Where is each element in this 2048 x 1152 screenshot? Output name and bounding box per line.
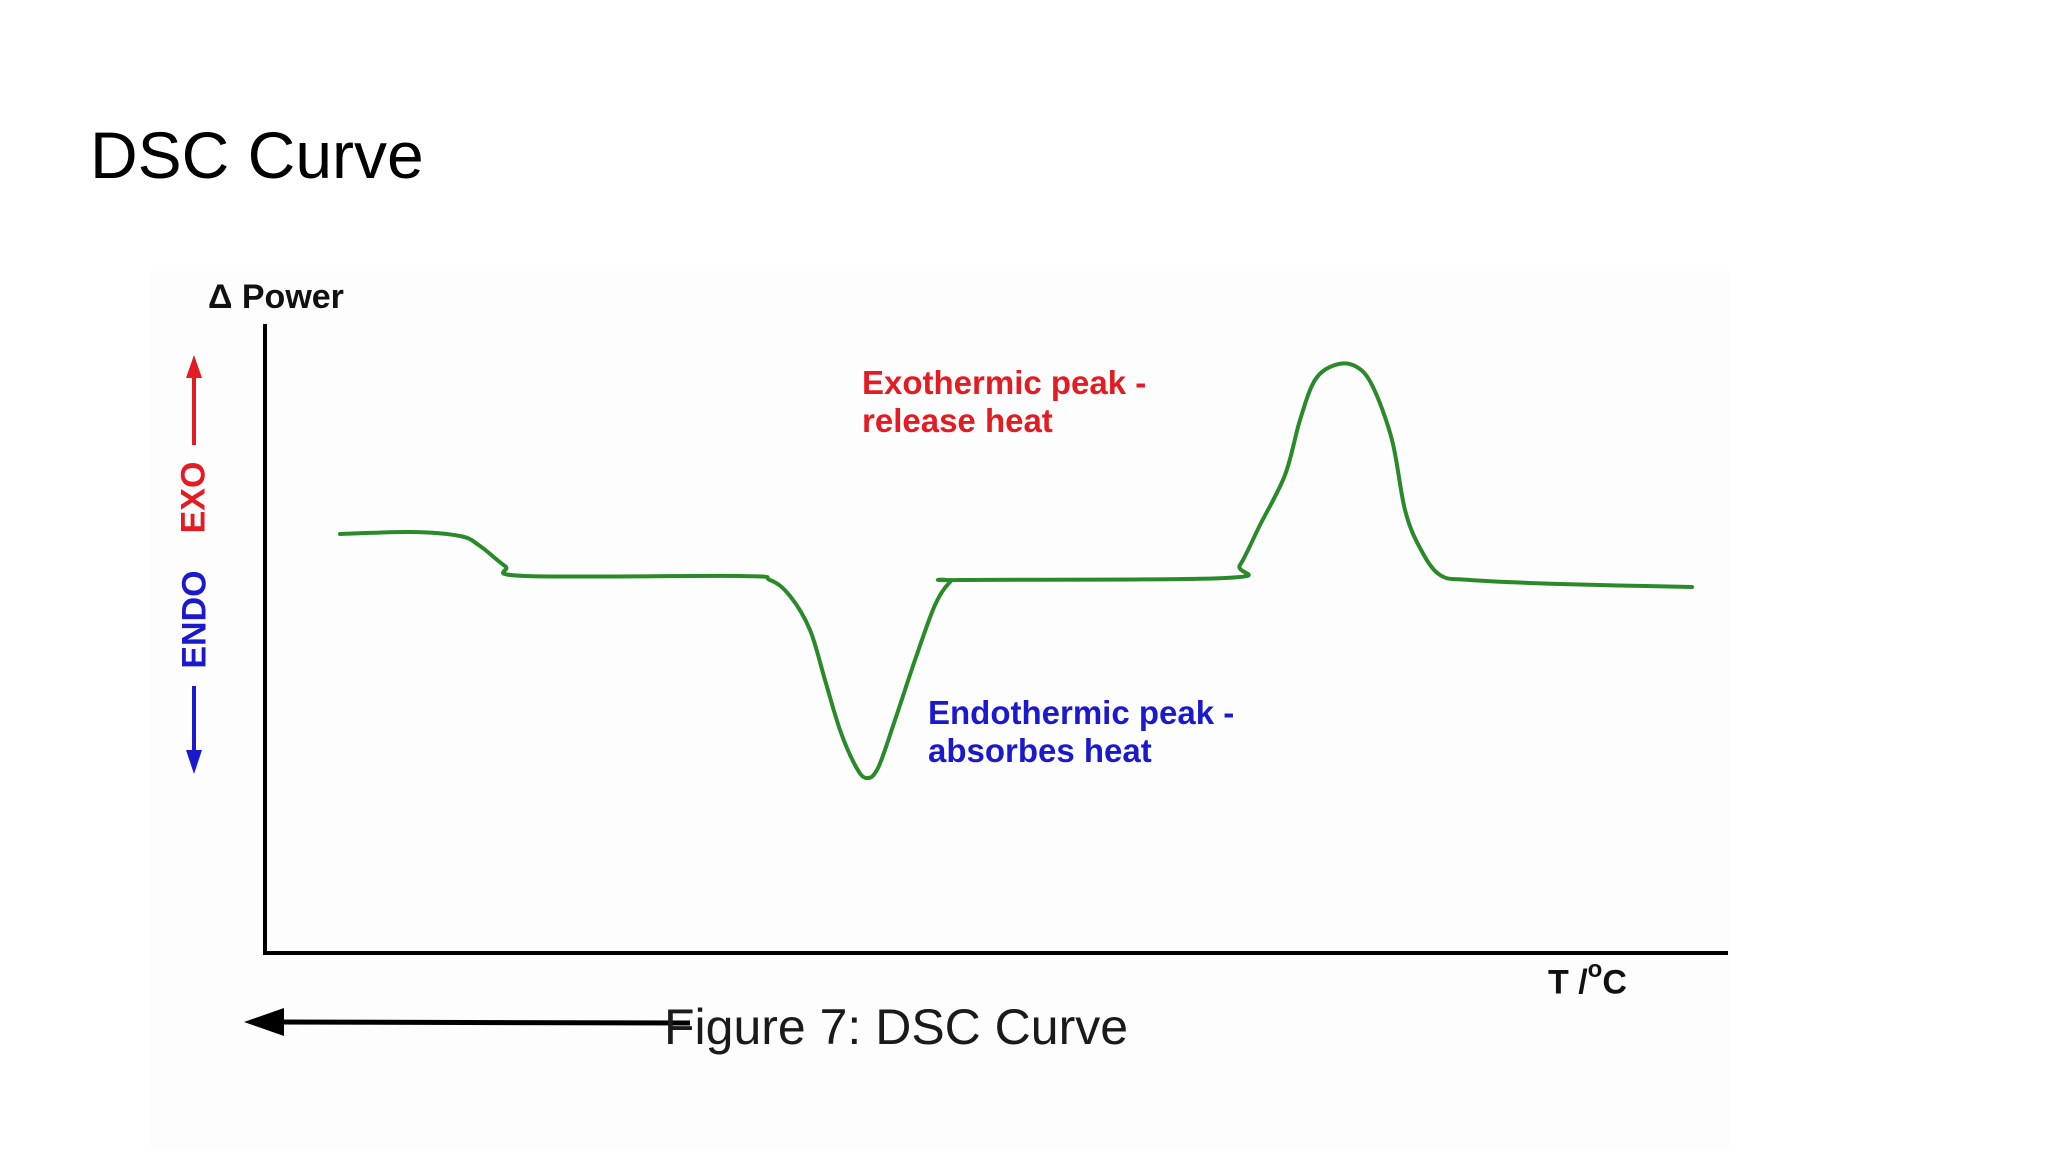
figure-background [150, 270, 1730, 1150]
arrow-down-icon [186, 686, 202, 774]
endothermic-annotation: Endothermic peak - absorbes heat [928, 694, 1234, 770]
y-axis-label: Δ Power [208, 278, 344, 316]
x-axis-label: T /oC [1548, 956, 1627, 1002]
x-axis-label-prefix: T / [1548, 963, 1588, 1002]
exo-direction-label: EXO [174, 461, 213, 534]
endo-direction-label: ENDO [175, 570, 214, 669]
degree-symbol: o [1587, 956, 1603, 983]
endothermic-annotation-line1: Endothermic peak - [928, 694, 1235, 731]
arrow-left-icon [244, 1008, 691, 1036]
figure-caption: Figure 7: DSC Curve [664, 999, 1129, 1055]
dsc-curve-line [338, 361, 1694, 781]
endothermic-annotation-line2: absorbes heat [928, 732, 1152, 769]
slide-title: DSC Curve [90, 118, 424, 192]
exothermic-annotation-line1: Exothermic peak - [862, 364, 1147, 401]
exothermic-annotation: Exothermic peak - release heat [862, 364, 1146, 440]
x-axis-label-suffix: C [1602, 963, 1627, 1002]
exothermic-annotation-line2: release heat [862, 402, 1053, 439]
arrow-up-icon [186, 355, 202, 445]
